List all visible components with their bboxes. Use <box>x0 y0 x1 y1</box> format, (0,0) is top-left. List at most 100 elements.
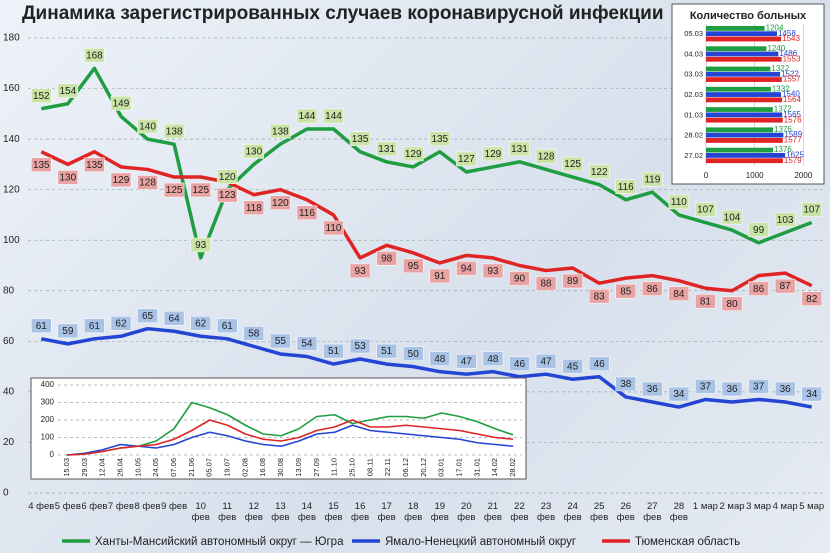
value-label-box <box>615 179 636 195</box>
value-label-box <box>349 131 371 146</box>
value-label-box <box>429 131 451 146</box>
value-label-box <box>243 200 265 215</box>
value-label: 51 <box>328 346 340 357</box>
value-label: 130 <box>245 147 262 158</box>
x-tick-label: 8 фев <box>134 501 161 512</box>
value-label-box <box>748 281 769 296</box>
value-label: 103 <box>777 215 794 226</box>
value-label: 53 <box>355 341 367 352</box>
value-label: 55 <box>275 336 287 347</box>
bar <box>706 77 782 82</box>
bar <box>706 153 786 158</box>
value-label: 48 <box>434 354 446 365</box>
value-label-box <box>642 281 663 296</box>
value-label-box <box>456 353 477 369</box>
bar <box>706 92 781 97</box>
value-label-box <box>748 379 769 394</box>
value-label-box <box>695 379 716 394</box>
value-label-box <box>31 88 52 104</box>
value-label-box <box>482 146 504 162</box>
value-label: 129 <box>405 149 422 160</box>
value-label: 82 <box>806 294 818 305</box>
x-tick-label: 15 фев <box>324 501 343 523</box>
bar <box>706 51 779 57</box>
x-tick-label: 5 фев <box>54 501 81 512</box>
value-label: 1553 <box>783 54 801 63</box>
bar <box>706 71 781 77</box>
legend-label: Ямало-Ненецкий автономный округ <box>385 536 576 548</box>
y-tick-label: 04.03 <box>684 49 703 58</box>
y-tick-label: 40 <box>3 387 15 398</box>
x-tick-label: 21 фев <box>483 501 502 523</box>
bar <box>706 107 773 112</box>
bar <box>706 86 771 92</box>
value-label: 1579 <box>784 156 802 165</box>
value-label-box <box>402 346 424 361</box>
value-label-box <box>801 291 822 306</box>
x-tick-label: 31.01 <box>472 458 481 477</box>
y-tick-label: 01.03 <box>684 110 703 119</box>
value-label: 80 <box>726 299 738 310</box>
value-label: 1332 <box>772 84 790 93</box>
y-tick-label: 0 <box>3 488 9 499</box>
value-label: 38 <box>620 379 632 390</box>
value-label-box <box>801 386 822 402</box>
value-label: 1458 <box>778 29 796 38</box>
value-label: 93 <box>487 266 499 277</box>
value-label-box <box>57 170 79 185</box>
value-label: 46 <box>514 359 526 370</box>
value-label: 59 <box>62 326 74 337</box>
bar <box>706 26 765 31</box>
value-label-box <box>562 156 583 172</box>
value-label-box <box>270 195 291 210</box>
value-label-box <box>482 263 504 279</box>
value-label: 152 <box>33 91 50 102</box>
value-label: 34 <box>673 389 685 400</box>
value-label: 94 <box>461 264 473 275</box>
value-label-box <box>695 202 716 217</box>
x-tick-label: 16 фев <box>351 501 370 523</box>
value-label-box <box>323 108 344 124</box>
value-label: 144 <box>299 111 316 122</box>
value-label: 99 <box>753 225 765 236</box>
inset-title: Количество больных <box>690 10 807 22</box>
bar <box>706 147 774 153</box>
x-tick-label: 26 фев <box>616 501 635 523</box>
value-label-box <box>774 212 796 227</box>
bar <box>706 56 782 62</box>
value-label: 36 <box>726 384 738 395</box>
value-label: 47 <box>461 356 473 367</box>
value-label-box <box>562 359 583 374</box>
value-label-box <box>615 283 636 299</box>
value-label: 54 <box>301 339 313 350</box>
value-label: 119 <box>644 174 660 185</box>
value-label: 128 <box>538 152 555 163</box>
value-label: 89 <box>567 276 579 287</box>
value-label: 1372 <box>774 105 792 114</box>
value-label: 36 <box>647 384 659 395</box>
value-label: 1576 <box>784 115 802 124</box>
bar <box>706 112 783 118</box>
value-label: 83 <box>594 291 606 302</box>
chart-title: Динамика зарегистрированных случаев коро… <box>22 3 664 24</box>
value-label-box <box>243 326 265 341</box>
x-tick-label: 03.01 <box>437 458 446 477</box>
value-label: 91 <box>434 271 446 282</box>
x-tick-label: 07.06 <box>169 458 178 477</box>
value-label-box <box>163 310 185 326</box>
value-label: 58 <box>248 329 260 340</box>
value-label: 62 <box>115 318 127 329</box>
x-tick-label: 30.08 <box>276 458 285 477</box>
x-tick-label: 14 фев <box>297 501 317 523</box>
value-label: 37 <box>753 382 765 393</box>
value-label-box <box>349 338 371 354</box>
value-label-box <box>84 157 105 172</box>
value-label-box <box>137 175 158 190</box>
value-label: 61 <box>89 321 101 332</box>
value-label: 123 <box>219 190 236 201</box>
value-label: 48 <box>487 354 499 365</box>
value-label-box <box>31 318 52 334</box>
value-label: 138 <box>166 126 183 137</box>
x-tick-label: 29.03 <box>80 458 89 477</box>
value-label-box <box>509 271 530 286</box>
